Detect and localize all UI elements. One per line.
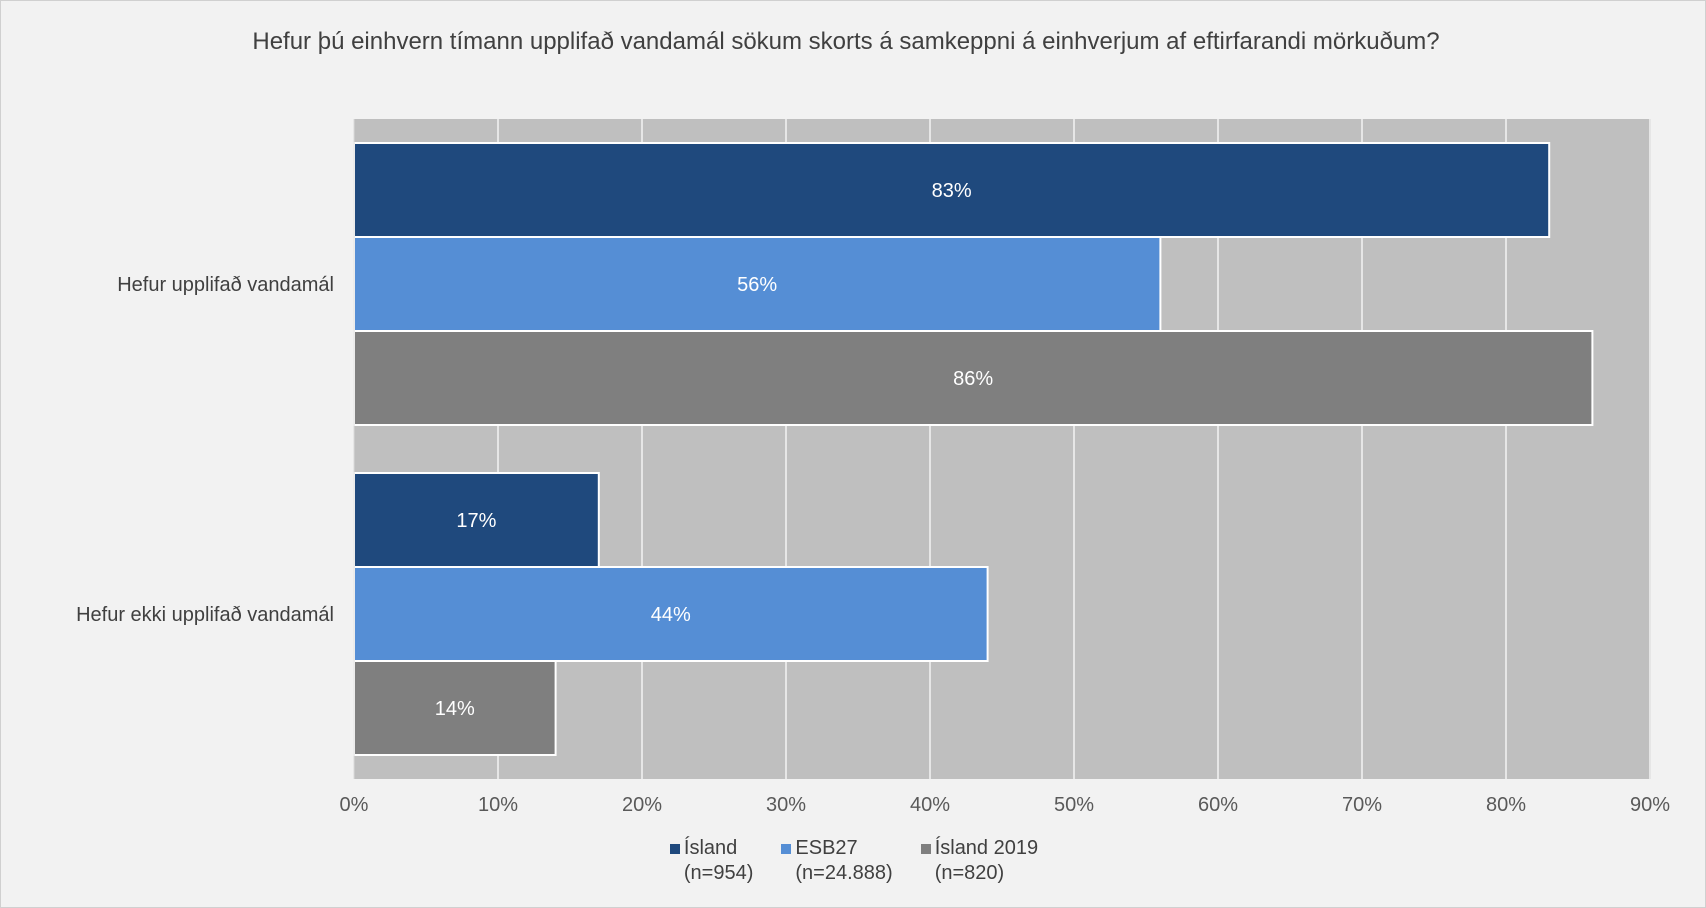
x-tick-label: 40% — [910, 794, 950, 816]
legend-text: Ísland (n=954) — [684, 836, 754, 886]
legend-item: Ísland (n=954) — [669, 836, 754, 886]
chart-title: Hefur þú einhvern tímann upplifað vandam… — [252, 28, 1440, 55]
data-label: 83% — [932, 180, 972, 202]
x-tick-label: 0% — [340, 794, 369, 816]
legend-swatch — [781, 844, 792, 854]
legend-series-name: Ísland 2019 — [934, 837, 1039, 859]
legend-swatch — [920, 844, 931, 854]
category-label: Hefur upplifað vandamál — [117, 274, 334, 296]
bar — [353, 236, 1162, 332]
legend-text: Ísland 2019 (n=820) — [935, 836, 1038, 886]
x-tick-label: 80% — [1486, 794, 1526, 816]
legend-swatch — [669, 844, 680, 854]
x-tick-label: 10% — [478, 794, 518, 816]
legend-series-name: Ísland — [683, 837, 738, 859]
legend-sample-size: (n=954) — [683, 862, 754, 884]
x-tick-label: 20% — [622, 794, 662, 816]
legend-item: ESB27 (n=24.888) — [781, 836, 893, 886]
data-label: 14% — [435, 698, 475, 720]
chart-legend: Ísland (n=954) ESB27 (n=24.888) Ísland 2019 (… — [1, 836, 1705, 886]
data-label: 86% — [953, 368, 993, 390]
category-label: Hefur ekki upplifað vandamál — [76, 604, 334, 626]
data-label: 44% — [651, 604, 691, 626]
bar — [353, 330, 1594, 426]
legend-series-name: ESB27 — [795, 837, 858, 859]
data-label: 56% — [737, 274, 777, 296]
x-tick-label: 50% — [1054, 794, 1094, 816]
bar — [353, 660, 557, 756]
x-tick-label: 30% — [766, 794, 806, 816]
bar — [353, 566, 989, 662]
legend-item: Ísland 2019 (n=820) — [920, 836, 1038, 886]
x-tick-label: 70% — [1342, 794, 1382, 816]
bar — [353, 472, 600, 568]
legend-sample-size: (n=820) — [934, 862, 1005, 884]
legend-text: ESB27 (n=24.888) — [795, 836, 892, 886]
data-label: 17% — [456, 510, 496, 532]
x-tick-label: 60% — [1198, 794, 1238, 816]
legend-sample-size: (n=24.888) — [795, 862, 893, 884]
x-tick-label: 90% — [1630, 794, 1670, 816]
